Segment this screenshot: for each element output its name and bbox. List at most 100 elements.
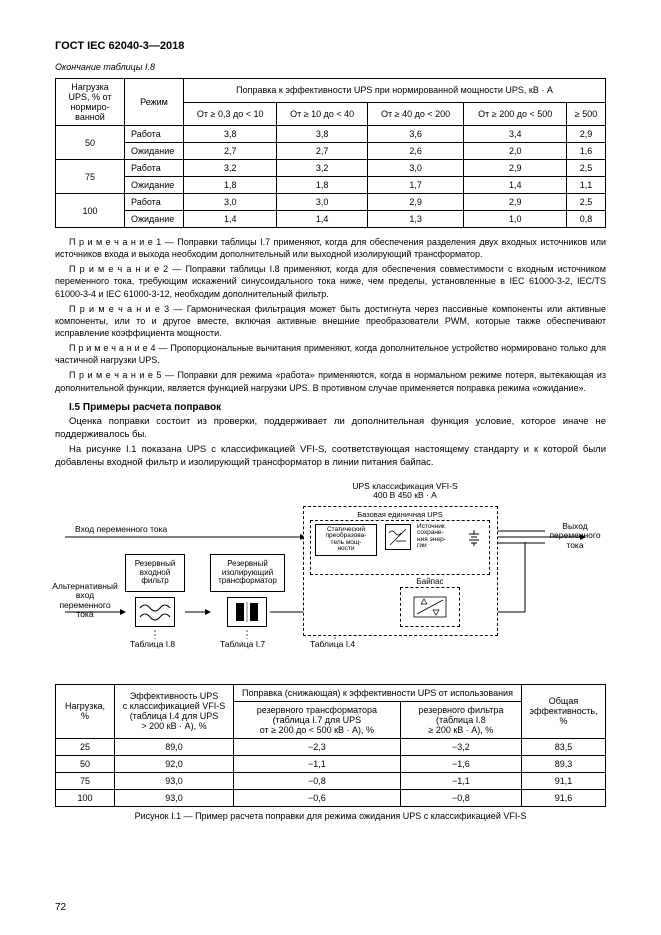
t1-val-cell: 3,0 [184,194,277,211]
converter-symbol-box [385,524,411,550]
energy-store-label: Источниксохране-ния энер-гии [417,524,461,550]
t1-val-cell: 3,8 [277,126,367,143]
note-2: П р и м е ч а н и е 2 — Поправки таблицы… [55,263,606,299]
reserve-transformer-box: Резервныйизолирующийтрансформатор [210,554,285,592]
transformer-symbol [227,597,267,627]
table-row: 100Работа3,03,02,92,92,5 [56,194,606,211]
table-i4-label: Таблица I.4 [310,639,355,649]
t1-h-mode: Режим [125,79,184,126]
t1-val-cell: 3,4 [464,126,567,143]
table-i8: Нагрузка UPS, % от нормиро-ванной Режим … [55,78,606,228]
page-number: 72 [55,902,66,913]
table-row: 50Работа3,83,83,63,42,9 [56,126,606,143]
figure-caption: Рисунок I.1 — Пример расчета поправки дл… [55,811,606,821]
table-row: Ожидание1,81,81,71,41,1 [56,177,606,194]
t2-cell: −1,1 [400,772,521,789]
t2-cell: −2,3 [234,738,401,755]
t1-mode-cell: Ожидание [125,143,184,160]
t1-val-cell: 2,7 [184,143,277,160]
t1-val-cell: 1,3 [367,211,464,228]
table-i7-label: Таблица I.7 [220,639,265,649]
t1-val-cell: 1,6 [567,143,606,160]
t1-h-corr: Поправка к эффективности UPS при нормиро… [184,79,606,103]
table-row: 75Работа3,23,23,02,92,5 [56,160,606,177]
t2-cell: −3,2 [400,738,521,755]
t1-val-cell: 1,4 [277,211,367,228]
note-5: П р и м е ч а н и е 5 — Поправки для реж… [55,369,606,393]
t2-cell: −0,6 [234,789,401,806]
t2-h-eff: Эффективность UPSс классификацией VFI-S(… [115,684,234,738]
static-converter-box: Статическийпреобразова-тель мощ-ности [315,524,377,556]
table-row: 7593,0−0,8−1,191,1 [56,772,606,789]
bypass-box: Байпас [400,587,460,627]
t1-val-cell: 1,0 [464,211,567,228]
table-i8-label: Таблица I.8 [130,639,175,649]
table-row: Ожидание1,41,41,31,00,8 [56,211,606,228]
reserve-filter-box: Резервныйвходнойфильтр [125,554,185,592]
input-ac-label: Вход переменного тока [75,524,167,534]
t1-val-cell: 2,5 [567,160,606,177]
t2-cell: −0,8 [234,772,401,789]
t1-val-cell: 1,1 [567,177,606,194]
t2-cell: 50 [56,755,115,772]
t1-range-4: ≥ 500 [567,102,606,126]
t1-val-cell: 2,9 [367,194,464,211]
t1-val-cell: 2,7 [277,143,367,160]
t1-val-cell: 0,8 [567,211,606,228]
t2-cell: −0,8 [400,789,521,806]
filter-symbol [135,597,175,627]
table-row: Ожидание2,72,72,62,01,6 [56,143,606,160]
doc-header: ГОСТ IEC 62040-3—2018 [55,40,606,52]
t2-cell: 93,0 [115,772,234,789]
t1-load-cell: 75 [56,160,125,194]
t2-cell: 89,3 [522,755,606,772]
table-continuation: Окончание таблицы I.8 [55,62,606,72]
t2-h-corr2: резервного фильтра(таблица I.8≥ 200 кВ ·… [400,701,521,738]
t2-h-corr1: резервного трансформатора(таблица I.7 дл… [234,701,401,738]
t1-val-cell: 1,8 [277,177,367,194]
t2-cell: 100 [56,789,115,806]
section-i5-p2: На рисунке I.1 показана UPS с классифика… [55,444,606,470]
figure-i1-diagram: UPS классификация VFI-S400 В 450 кВ · А … [55,482,606,672]
t2-cell: 91,6 [522,789,606,806]
t1-val-cell: 2,9 [464,194,567,211]
t1-val-cell: 2,9 [567,126,606,143]
t1-mode-cell: Работа [125,126,184,143]
t1-range-3: От ≥ 200 до < 500 [464,102,567,126]
t1-val-cell: 3,2 [277,160,367,177]
bypass-label: Байпас [401,577,459,586]
t1-range-2: От ≥ 40 до < 200 [367,102,464,126]
t1-h-load: Нагрузка UPS, % от нормиро-ванной [56,79,125,126]
t1-range-1: От ≥ 10 до < 40 [277,102,367,126]
alt-input-label: Альтернативныйвходпеременноготока [50,582,120,619]
t1-mode-cell: Ожидание [125,177,184,194]
t1-load-cell: 50 [56,126,125,160]
ups-class-label: UPS классификация VFI-S400 В 450 кВ · А [315,482,495,501]
t2-cell: 93,0 [115,789,234,806]
note-3: П р и м е ч а н и е 3 — Гармоническая фи… [55,303,606,339]
t1-val-cell: 2,6 [367,143,464,160]
t1-val-cell: 1,7 [367,177,464,194]
t1-mode-cell: Ожидание [125,211,184,228]
t1-val-cell: 1,4 [464,177,567,194]
t1-val-cell: 2,9 [464,160,567,177]
note-1: П р и м е ч а н и е 1 — Поправки таблицы… [55,236,606,260]
t1-load-cell: 100 [56,194,125,228]
t2-cell: 83,5 [522,738,606,755]
t2-h-load: Нагрузка,% [56,684,115,738]
t2-cell: −1,6 [400,755,521,772]
section-i5-p1: Оценка поправки состоит из проверки, под… [55,416,606,442]
t1-val-cell: 3,0 [367,160,464,177]
t2-cell: 75 [56,772,115,789]
output-ac-label: Выходпеременноготока [545,522,605,550]
basic-unit-label: Базовая единичная UPS [311,510,489,519]
t1-range-0: От ≥ 0,3 до < 10 [184,102,277,126]
t2-cell: −1,1 [234,755,401,772]
t1-val-cell: 3,8 [184,126,277,143]
notes-block: П р и м е ч а н и е 1 — Поправки таблицы… [55,236,606,394]
table-row: 10093,0−0,6−0,891,6 [56,789,606,806]
section-i5-title: I.5 Примеры расчета поправок [55,402,606,413]
t1-val-cell: 3,0 [277,194,367,211]
t2-cell: 91,1 [522,772,606,789]
t1-val-cell: 1,4 [184,211,277,228]
